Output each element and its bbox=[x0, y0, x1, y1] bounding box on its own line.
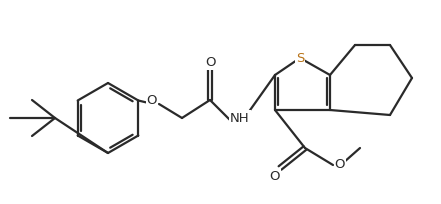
Text: O: O bbox=[270, 170, 280, 183]
Text: NH: NH bbox=[230, 112, 250, 124]
Text: O: O bbox=[206, 55, 216, 69]
Text: S: S bbox=[296, 51, 304, 64]
Text: O: O bbox=[335, 159, 345, 172]
Text: O: O bbox=[147, 93, 157, 106]
